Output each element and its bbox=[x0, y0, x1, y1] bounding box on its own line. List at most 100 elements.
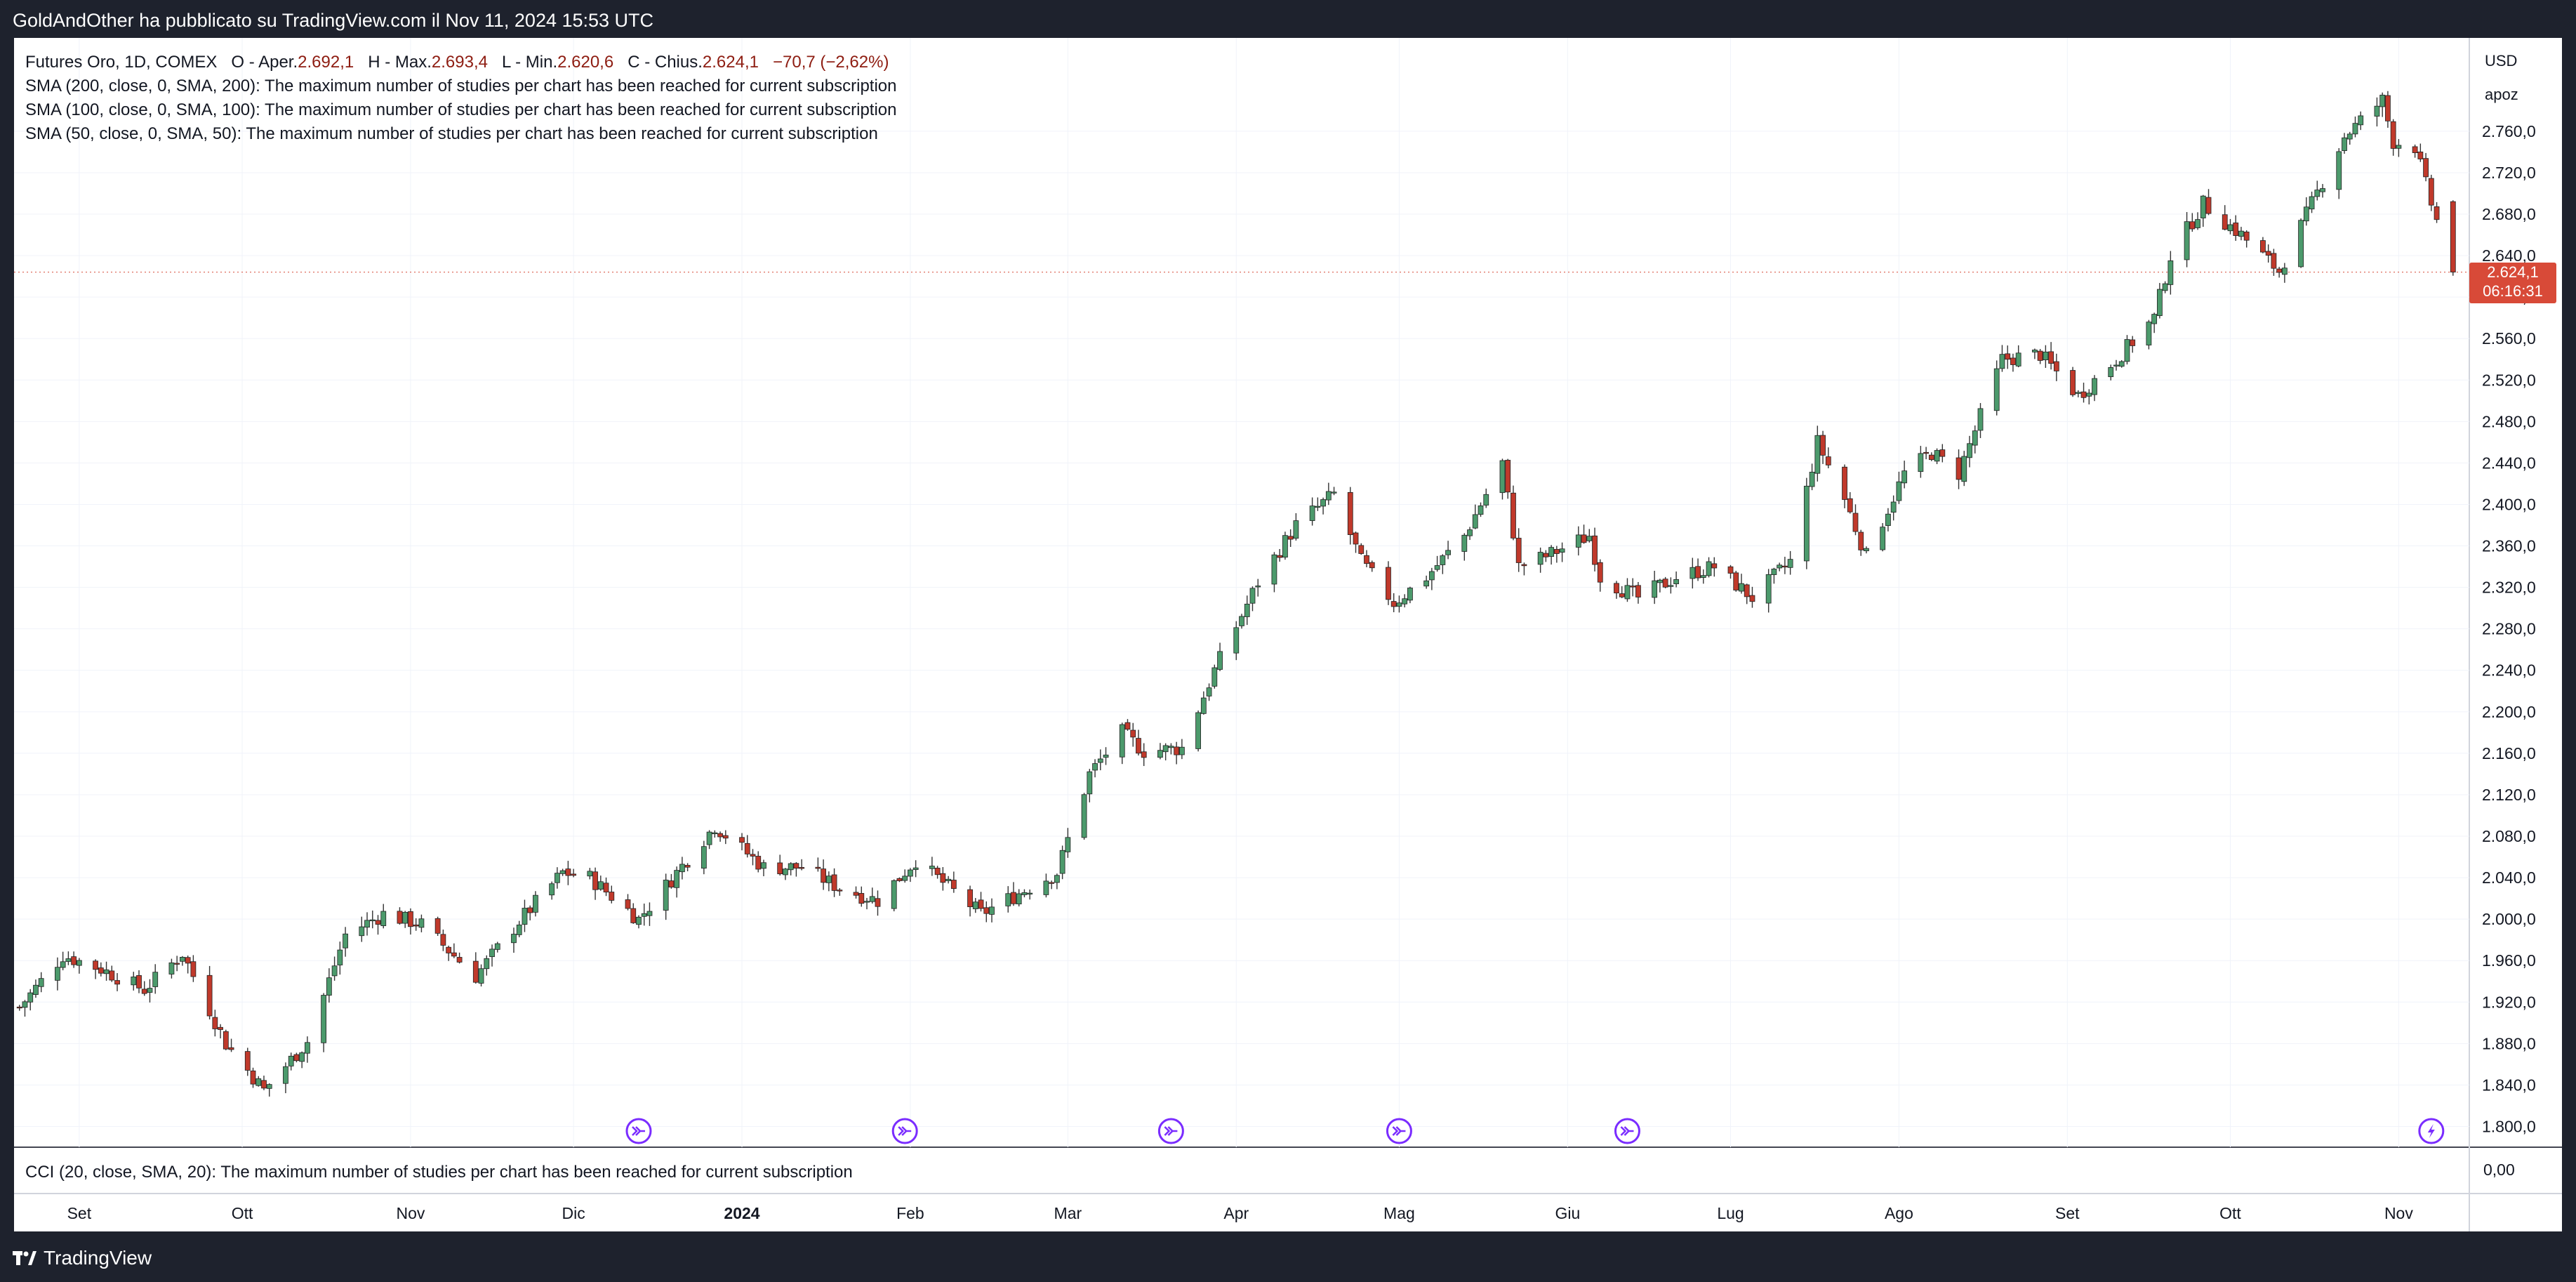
candle bbox=[837, 887, 843, 896]
candle bbox=[825, 871, 832, 892]
candle bbox=[2303, 197, 2309, 226]
candle-body bbox=[1765, 574, 1772, 604]
study-cci[interactable]: CCI (20, close, SMA, 20): The maximum nu… bbox=[25, 1163, 853, 1182]
candle-body bbox=[1467, 529, 1473, 536]
candle bbox=[60, 951, 66, 971]
candle bbox=[440, 930, 446, 951]
candle-body bbox=[2227, 224, 2233, 232]
symbol-name[interactable]: Futures Oro, 1D, COMEX bbox=[25, 53, 218, 72]
economic-event-icon[interactable] bbox=[891, 1118, 918, 1144]
candle bbox=[1016, 889, 1022, 907]
candle bbox=[255, 1076, 262, 1087]
x-tick-label: 2024 bbox=[724, 1204, 759, 1222]
candle bbox=[2320, 184, 2325, 198]
economic-event-icon[interactable] bbox=[1386, 1118, 1412, 1144]
candle-body bbox=[1559, 548, 1565, 553]
candle-body bbox=[1630, 586, 1636, 588]
candle bbox=[2005, 345, 2011, 369]
candle bbox=[1217, 642, 1223, 671]
candle-body bbox=[1923, 451, 1930, 454]
economic-event-icon[interactable] bbox=[625, 1118, 652, 1144]
candle-body bbox=[1614, 583, 1619, 594]
candle-body bbox=[587, 871, 593, 877]
candle-body bbox=[967, 889, 973, 908]
candle bbox=[1195, 710, 1201, 752]
candle-body bbox=[1847, 498, 1853, 513]
candle bbox=[343, 927, 348, 957]
study-sma-200[interactable]: SMA (200, close, 0, SMA, 200): The maxim… bbox=[25, 77, 897, 95]
candle-body bbox=[299, 1052, 305, 1062]
candle-body bbox=[65, 958, 72, 962]
candle bbox=[706, 830, 712, 850]
candle-body bbox=[739, 837, 745, 843]
candle-body bbox=[293, 1054, 300, 1062]
candle-body bbox=[1744, 584, 1750, 597]
candle-body bbox=[717, 833, 723, 838]
economic-event-icon[interactable] bbox=[1157, 1118, 1184, 1144]
candle bbox=[408, 908, 413, 935]
tradingview-logo[interactable]: TradingView bbox=[13, 1247, 152, 1269]
candle bbox=[337, 941, 343, 975]
candle-body bbox=[1271, 554, 1277, 585]
low-label: L - Min. bbox=[502, 53, 558, 72]
candle-body bbox=[1325, 491, 1332, 501]
candle bbox=[1652, 570, 1658, 604]
candle-body bbox=[1141, 751, 1147, 758]
candle bbox=[1624, 578, 1631, 602]
y-tick-label: 1.800,0 bbox=[2482, 1117, 2536, 1135]
candle-body bbox=[1657, 579, 1663, 583]
change-value: −70,7 (−2,62%) bbox=[773, 53, 889, 72]
chart-legend: Futures Oro, 1D, COMEX O - Aper.2.692,1 … bbox=[25, 51, 896, 146]
candle bbox=[2184, 212, 2190, 267]
candle-body bbox=[1777, 564, 1783, 569]
candle-body bbox=[1390, 601, 1397, 607]
candle bbox=[1858, 529, 1864, 556]
candle bbox=[864, 897, 870, 910]
candle-body bbox=[821, 868, 827, 883]
candle bbox=[472, 952, 479, 984]
candle bbox=[1918, 446, 1924, 478]
candle-body bbox=[869, 896, 875, 902]
study-sma-50[interactable]: SMA (50, close, 0, SMA, 50): The maximum… bbox=[25, 124, 878, 143]
candle bbox=[326, 968, 332, 1003]
candle-body bbox=[864, 901, 870, 903]
open-label: O - Aper. bbox=[231, 53, 298, 72]
candle-body bbox=[2070, 370, 2076, 395]
candle-body bbox=[152, 972, 159, 987]
y-tick-label: 2.560,0 bbox=[2482, 329, 2536, 348]
candle-body bbox=[2037, 350, 2043, 361]
candle bbox=[2195, 212, 2200, 230]
candle bbox=[2130, 336, 2136, 353]
candle-body bbox=[1478, 505, 1484, 515]
candle bbox=[103, 961, 109, 981]
event-markers[interactable] bbox=[625, 1118, 2445, 1144]
candle bbox=[641, 903, 647, 926]
tradingview-brand: TradingView bbox=[44, 1247, 152, 1269]
chart-frame[interactable]: 1.800,0 1.840,0 1.880,0 1.920,0 1.960,0 2.000… bbox=[14, 38, 2562, 1231]
candle bbox=[908, 868, 913, 883]
candle bbox=[1972, 425, 1978, 454]
price-axis[interactable]: 1.800,0 1.840,0 1.880,0 1.920,0 1.960,0 2.000… bbox=[2482, 52, 2536, 1179]
candle bbox=[2113, 359, 2119, 371]
candle-body bbox=[1842, 466, 1847, 500]
candle bbox=[750, 849, 756, 866]
candle-body bbox=[701, 846, 707, 869]
legend-ohlc-row: Futures Oro, 1D, COMEX O - Aper.2.692,1 … bbox=[25, 51, 896, 74]
study-sma-100[interactable]: SMA (100, close, 0, SMA, 100): The maxim… bbox=[25, 100, 897, 119]
candle-body bbox=[1939, 449, 1946, 457]
chart-svg[interactable]: 1.800,0 1.840,0 1.880,0 1.920,0 1.960,0 2.000… bbox=[14, 38, 2562, 1231]
candle-body bbox=[1043, 880, 1049, 895]
candle bbox=[2227, 218, 2233, 234]
economic-event-icon[interactable] bbox=[1614, 1118, 1640, 1144]
x-tick-label: Apr bbox=[1223, 1204, 1249, 1222]
candle bbox=[1630, 578, 1636, 597]
time-axis[interactable]: Set Ott Nov Dic 2024 Feb Mar Apr Mag Giu Lug Ago Set… bbox=[67, 1204, 2414, 1222]
candle bbox=[174, 956, 180, 972]
candle bbox=[212, 1010, 218, 1037]
candle-body bbox=[1092, 763, 1098, 771]
candle-body bbox=[55, 967, 60, 981]
candle bbox=[223, 1029, 229, 1050]
flash-event-icon[interactable] bbox=[2418, 1118, 2445, 1144]
candle bbox=[1749, 586, 1755, 608]
candle bbox=[1369, 560, 1375, 572]
